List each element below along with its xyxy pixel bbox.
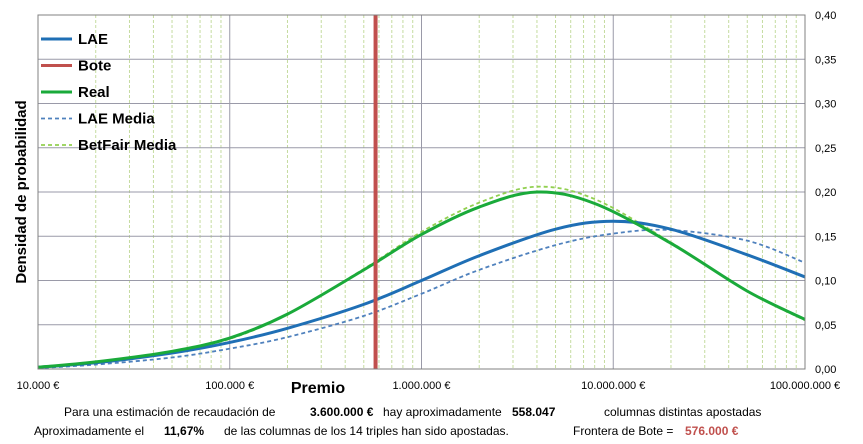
y-axis-label: Densidad de probabilidad [13,100,30,283]
y-tick-label: 0,25 [815,143,836,155]
x-tick-label: 10.000.000 € [581,380,645,392]
chart: 10.000 € 100.000 € 1.000.000 € 10.000.000 €… [0,0,863,400]
footer-text: columnas distintas apostadas [604,405,762,419]
y-tick-label: 0,05 [815,320,836,332]
series-real-line [37,190,806,369]
legend-label-lae-media: LAE Media [78,111,155,128]
y-tick-label: 0,30 [815,99,836,111]
legend: LAE Bote Real LAE Media BetFair Media [41,31,177,154]
x-axis-label: Premio [291,380,345,397]
x-tick-labels: 10.000 € 100.000 € 1.000.000 € 10.000.000 €… [17,380,841,392]
x-tick-label: 1.000.000 € [392,380,450,392]
x-tick-label: 10.000 € [17,380,60,392]
footer-text: Frontera de Bote = [573,424,674,438]
series-lae-line [37,219,806,369]
legend-label-real: Real [78,84,110,101]
footer-text: hay aproximadamente [383,405,502,419]
y-tick-label: 0,10 [815,276,836,288]
footer-text: Aproximadamente el [34,424,145,438]
legend-label-bote: Bote [78,58,111,75]
y-tick-label: 0,00 [815,364,836,376]
y-tick-label: 0,35 [815,54,836,66]
bote-value: 576.000 € [685,424,739,438]
plot-area-border [37,14,806,370]
recaudacion-value: 3.600.000 € [310,405,374,419]
legend-label-betfair-media: BetFair Media [78,137,177,154]
x-tick-label: 100.000.000 € [770,380,840,392]
series-layer [37,14,806,370]
y-tick-label: 0,40 [815,10,836,22]
percentage-value: 11,67% [164,424,205,438]
y-tick-label: 0,20 [815,187,836,199]
footer-text: de las columnas de los 14 triples han si… [224,424,509,438]
chart-background [0,0,863,400]
y-tick-label: 0,15 [815,231,836,243]
footer-text: Para una estimación de recaudación de [64,405,276,419]
y-tick-labels: 0,00 0,05 0,10 0,15 0,20 0,25 0,30 0,35 0,40 [815,10,836,376]
x-tick-label: 100.000 € [205,380,254,392]
columnas-count: 558.047 [512,405,556,419]
legend-label-lae: LAE [78,31,108,48]
